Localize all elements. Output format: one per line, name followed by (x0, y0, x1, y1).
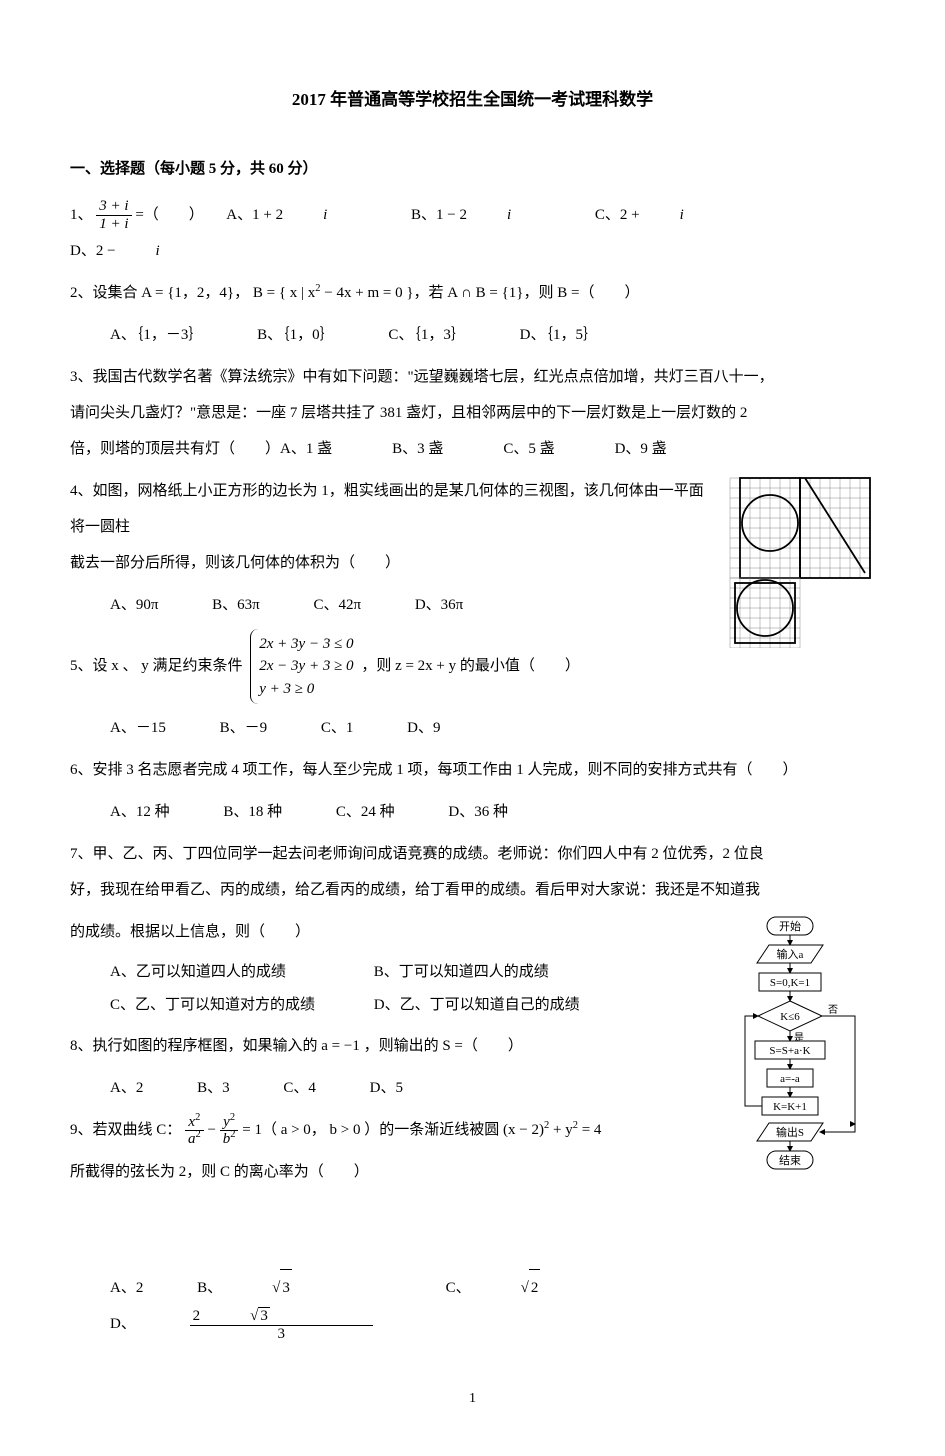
q1-stem: 1、 (70, 207, 93, 223)
q4-opt-a: A、90π (110, 587, 158, 623)
q2-options: A、｛1，－3｝ B、｛1，0｝ C、｛1，3｝ D、｛1，5｝ (70, 317, 875, 353)
q1-frac-den: 1 + i (96, 216, 131, 233)
q5-opt-a: A、－15 (110, 710, 166, 746)
q9-pre: 9、若双曲线 C： (70, 1122, 181, 1138)
q5-c1: 2x + 3y − 3 ≤ 0 (259, 633, 353, 656)
q4-line1: 4、如图，网格纸上小正方形的边长为 1，粗实线画出的是某几何体的三视图，该几何体… (70, 473, 875, 545)
q1-opt-b: B、1 − 2i (411, 197, 551, 233)
question-3: 3、我国古代数学名著《算法统宗》中有如下问题："远望巍巍塔七层，红光点点倍加增，… (70, 359, 875, 467)
q9-post2: + y (549, 1122, 572, 1138)
q7-opt-d: D、乙、丁可以知道自己的成绩 (374, 989, 580, 1022)
q2-opt-c: C、｛1，3｝ (388, 317, 466, 353)
question-2: 2、设集合 A = {1，2，4}， B = { x | x2 − 4x + m… (70, 275, 875, 311)
q5-opt-d: D、9 (407, 710, 440, 746)
q5-options: A、－15 B、－9 C、1 D、9 (70, 710, 875, 746)
q3-line3: 倍，则塔的顶层共有灯（ ）A、1 盏 B、3 盏 C、5 盏 D、9 盏 (70, 431, 875, 467)
q4-opt-d: D、36π (415, 587, 463, 623)
q8-opt-a: A、2 (110, 1070, 143, 1106)
question-9: 9、若双曲线 C： x2 a2 − y2 b2 = 1（ a > 0， b > … (70, 1112, 875, 1148)
q5-stem-post: ，则 z = 2x + y 的最小值（ ） (361, 658, 580, 674)
q8-opt-d: D、5 (370, 1070, 403, 1106)
question-5: 5、设 x 、 y 满足约束条件 2x + 3y − 3 ≤ 0 2x − 3y… (70, 629, 875, 705)
q7-opt-c: C、乙、丁可以知道对方的成绩 (110, 989, 370, 1022)
q5-opt-c: C、1 (321, 710, 354, 746)
q1-frac-num: 3 + i (96, 198, 131, 216)
q6-opt-d: D、36 种 (448, 794, 508, 830)
svg-text:K≤6: K≤6 (780, 1011, 800, 1023)
q2-stem: 2、设集合 A = {1，2，4}， B = { x | x (70, 285, 315, 301)
question-4: 4、如图，网格纸上小正方形的边长为 1，粗实线画出的是某几何体的三视图，该几何体… (70, 473, 875, 581)
q1-fraction: 3 + i 1 + i (96, 198, 131, 232)
q7-opt-a: A、乙可以知道四人的成绩 (110, 956, 370, 989)
q8-opt-c: C、4 (283, 1070, 316, 1106)
q9-post3: = 4 (578, 1122, 601, 1138)
q5-opt-b: B、－9 (220, 710, 268, 746)
q9-line2: 所截得的弦长为 2，则 C 的离心率为（ ） (70, 1154, 875, 1190)
q9-post1: = 1（ a > 0， b > 0 ）的一条渐近线被圆 (x − 2) (242, 1122, 544, 1138)
q5-constraints: 2x + 3y − 3 ≤ 0 2x − 3y + 3 ≥ 0 y + 3 ≥ … (250, 629, 353, 705)
question-1: 1、 3 + i 1 + i =（ ） A、1 + 2i B、1 − 2i C、… (70, 197, 875, 269)
svg-text:a=-a: a=-a (780, 1073, 800, 1085)
q9-frac1: x2 a2 (185, 1114, 204, 1148)
q9-minus: − (208, 1122, 220, 1138)
q7-line3: 的成绩。根据以上信息，则（ ） (70, 914, 875, 950)
page-title: 2017 年普通高等学校招生全国统一考试理科数学 (70, 80, 875, 121)
q6-opt-a: A、12 种 (110, 794, 170, 830)
q1-opt-c: C、2 + i (595, 197, 724, 233)
q3-line1: 3、我国古代数学名著《算法统宗》中有如下问题："远望巍巍塔七层，红光点点倍加增，… (70, 359, 875, 395)
q2-opt-b: B、｛1，0｝ (257, 317, 335, 353)
svg-text:否: 否 (828, 1004, 838, 1016)
question-8: 8、执行如图的程序框图，如果输入的 a = −1 ，则输出的 S =（ ） (70, 1028, 875, 1064)
q4-line2: 截去一部分后所得，则该几何体的体积为（ ） (70, 545, 875, 581)
svg-text:S=0,K=1: S=0,K=1 (770, 977, 810, 989)
q4-opt-b: B、63π (212, 587, 260, 623)
q5-c2: 2x − 3y + 3 ≥ 0 (259, 655, 353, 678)
q5-c3: y + 3 ≥ 0 (259, 678, 353, 701)
page-number: 1 (70, 1382, 875, 1416)
q6-options: A、12 种 B、18 种 C、24 种 D、36 种 (70, 794, 875, 830)
question-6: 6、安排 3 名志愿者完成 4 项工作，每人至少完成 1 项，每项工作由 1 人… (70, 752, 875, 788)
q1-equals: =（ ） (135, 207, 203, 223)
q2-stem2: − 4x + m = 0 }，若 A ∩ B = {1}，则 B =（ ） (321, 285, 640, 301)
q9-opt-c: C、2 (446, 1269, 641, 1306)
q3-line2: 请问尖头几盏灯？"意思是：一座 7 层塔共挂了 381 盏灯，且相邻两层中的下一… (70, 395, 875, 431)
q1-opt-d: D、2 − i (70, 233, 200, 269)
q8-opt-b: B、3 (197, 1070, 230, 1106)
flowchart-figure: 开始输入aS=0,K=1K≤6否是S=S+a·Ka=-aK=K+1输出S结束 (735, 914, 875, 1259)
q2-opt-a: A、｛1，－3｝ (110, 317, 203, 353)
q7-opt-b: B、丁可以知道四人的成绩 (374, 956, 549, 989)
q7-line1: 7、甲、乙、丙、丁四位同学一起去问老师询问成语竞赛的成绩。老师说：你们四人中有 … (70, 836, 875, 872)
q9-frac2: y2 b2 (220, 1114, 239, 1148)
q2-opt-d: D、｛1，5｝ (520, 317, 598, 353)
q5-stem-pre: 5、设 x 、 y 满足约束条件 (70, 658, 243, 674)
q7-line2: 好，我现在给甲看乙、丙的成绩，给乙看丙的成绩，给丁看甲的成绩。看后甲对大家说：我… (70, 872, 875, 908)
section-heading: 一、选择题（每小题 5 分，共 60 分） (70, 151, 875, 187)
q9-opt-a: A、2 (110, 1270, 143, 1306)
q6-opt-b: B、18 种 (223, 794, 282, 830)
q9-opt-b: B、3 (197, 1269, 392, 1306)
q4-opt-c: C、42π (314, 587, 362, 623)
question-7: 7、甲、乙、丙、丁四位同学一起去问老师询问成语竞赛的成绩。老师说：你们四人中有 … (70, 836, 875, 908)
q1-opt-a: A、1 + 2i (226, 197, 367, 233)
q6-opt-c: C、24 种 (336, 794, 395, 830)
q9-options: A、2 B、3 C、2 D、 23 3 (70, 1269, 875, 1342)
